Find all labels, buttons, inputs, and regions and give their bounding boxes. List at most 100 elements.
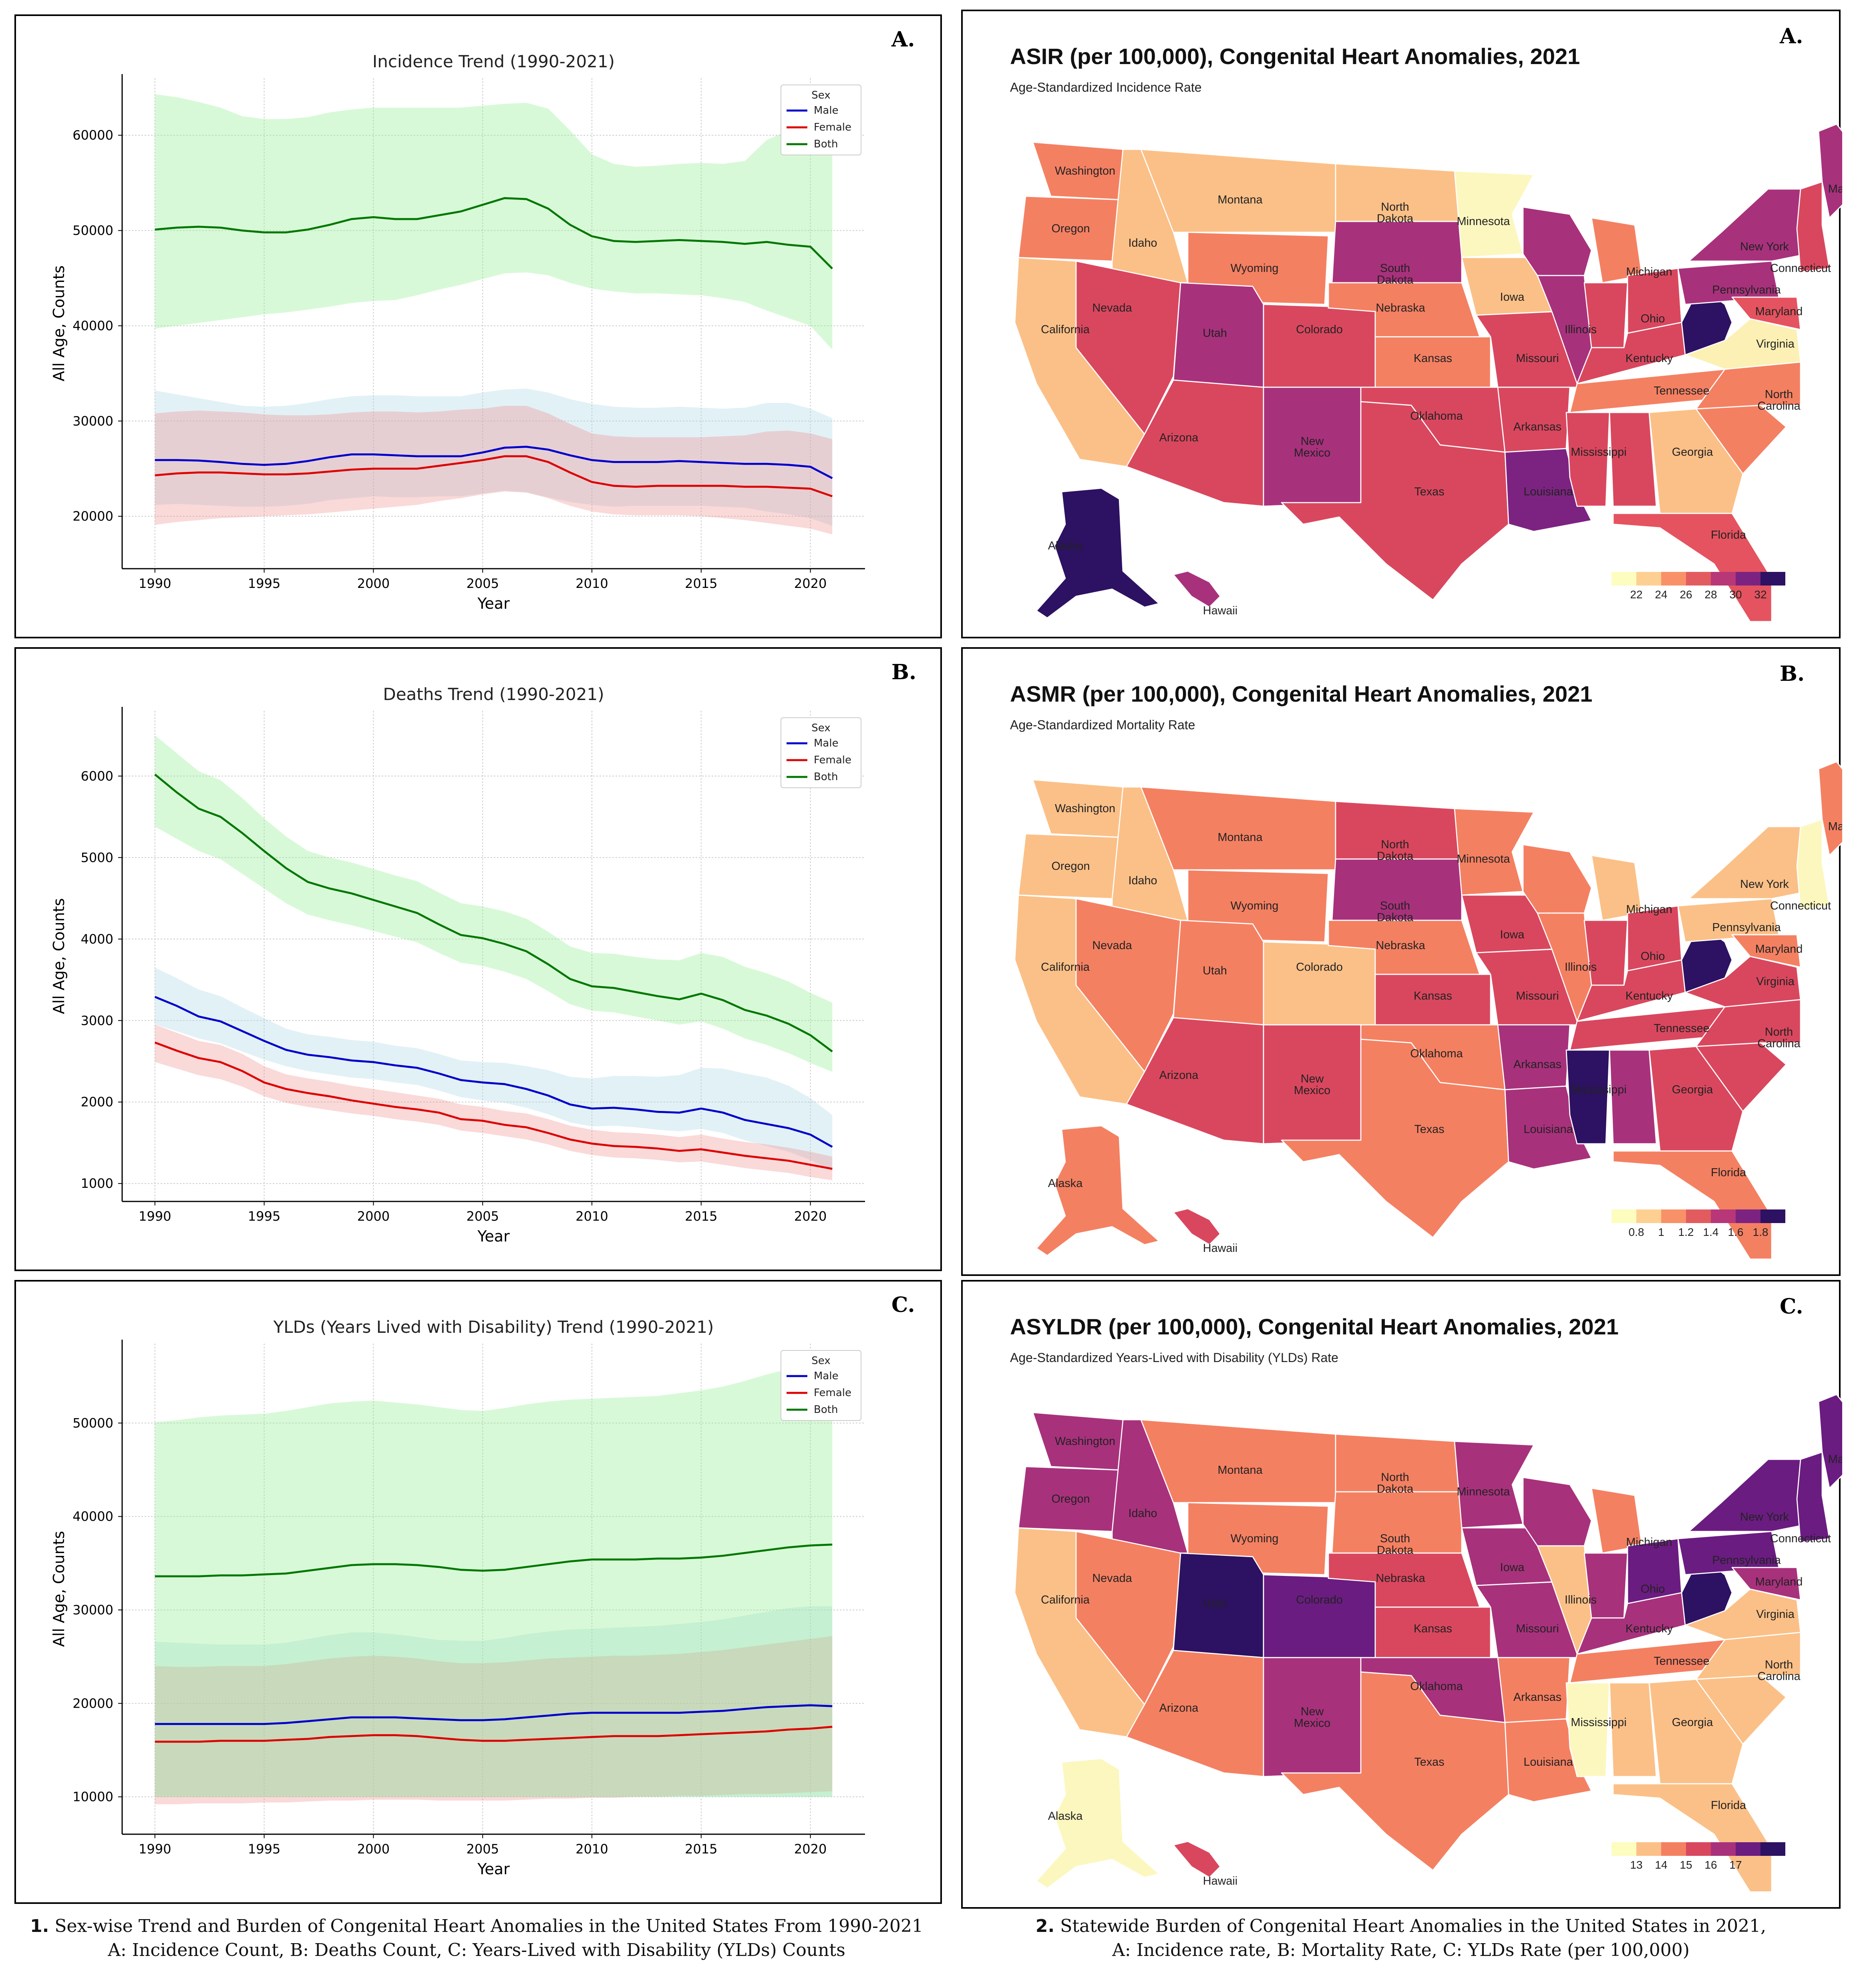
confidence-band-both [155,94,833,350]
state-label: Texas [1414,485,1444,498]
y-tick-label: 5000 [81,850,113,865]
state-label: Arkansas [1513,421,1561,433]
state-hawaii [1173,1841,1221,1878]
legend-label-both: Both [814,771,838,783]
state-label: Georgia [1672,1716,1713,1729]
scale-tick-label: 1.2 [1678,1226,1694,1238]
y-tick-label: 4000 [81,932,113,947]
y-tick-label: 2000 [81,1095,113,1110]
state-label: Virginia [1756,1608,1795,1621]
state-label: Hawaii [1203,1242,1237,1255]
state-label: California [1041,323,1090,336]
scale-swatch [1686,1842,1711,1856]
right-caption: 2. Statewide Burden of Congenital Heart … [961,1914,1841,1962]
state-florida [1612,1783,1773,1893]
state-nevada [1075,260,1181,435]
state-label-line: North [1765,388,1793,401]
panel-letter: C. [891,1293,915,1317]
state-label-line: Dakota [1377,212,1414,225]
map-panel-a: A. ASIR (per 100,000), Congenital Heart … [961,10,1842,638]
state-label: Illinois [1565,323,1597,336]
state-label: Texas [1414,1123,1444,1136]
state-label: Oklahoma [1410,410,1463,423]
state-label: Nebraska [1376,1572,1425,1585]
state-label: New York [1740,1511,1789,1523]
state-label-line: Dakota [1377,911,1414,924]
state-colorado [1263,941,1376,1026]
map-svg: Washington Oregon California Idaho Nevada Mon… [1014,1394,1842,1893]
scale-swatch [1612,1842,1636,1856]
state-label: Hawaii [1203,604,1237,617]
y-tick-label: 1000 [81,1176,113,1191]
scale-tick-label: 24 [1655,588,1667,601]
state-label-line: New [1301,1705,1324,1718]
x-tick-label: 2000 [357,1841,390,1857]
y-tick-label: 20000 [72,509,113,524]
state-label: Utah [1203,1597,1227,1610]
state-label: Florida [1711,529,1746,541]
us-map: Washington Oregon California Idaho Nevada Mon… [1014,1394,1842,1893]
state-label: New York [1740,240,1789,253]
legend-title: Sex [811,1355,830,1367]
state-label: California [1041,1594,1090,1606]
series-line-female [155,1726,833,1743]
state-label: Missouri [1516,990,1559,1002]
y-axis-label: All Age, Counts [50,1531,68,1647]
state-label: Maryland [1755,943,1803,956]
state-label-line: North [1381,201,1409,213]
us-map: Washington Oregon California Idaho Nevada Mon… [1014,123,1842,622]
state-label-line: Carolina [1757,1670,1801,1683]
panel-letter: C. [1780,1294,1803,1319]
map-subtitle: Age-Standardized Incidence Rate [1010,80,1202,95]
chart-panel-b: B. 1990 1995 2000 2005 2010 2015 2020 1000 2000 3… [14,647,942,1271]
state-wisconsin [1522,206,1592,276]
confidence-band-female [155,1024,833,1181]
scale-tick-label: 32 [1754,588,1766,601]
state-label: Pennsylvania [1712,921,1781,934]
state-colorado [1263,1574,1376,1658]
x-tick-label: 2000 [357,1209,390,1224]
x-tick-label: 2015 [685,576,717,591]
state-label: South Dakota [1377,262,1414,286]
state-maine [1818,123,1842,219]
state-label: Maryland [1755,305,1803,318]
state-label: Idaho [1128,874,1157,887]
state-label: Texas [1414,1756,1444,1769]
state-arkansas [1497,1657,1571,1723]
state-label: Alaska [1048,539,1083,552]
state-georgia [1648,1046,1744,1152]
state-label: Hawaii [1203,1875,1237,1887]
scale-tick-label: 14 [1655,1859,1667,1871]
state-label: Montana [1217,1464,1263,1477]
x-tick-label: 2015 [685,1841,717,1857]
panel-letter: B. [1780,662,1805,686]
scale-tick-label: 30 [1729,588,1742,601]
x-axis-label: Year [477,1227,510,1245]
state-label: Tennessee [1654,1022,1709,1035]
y-tick-label: 40000 [72,1509,113,1524]
map-title: ASIR (per 100,000), Congenital Heart Ano… [1010,44,1580,69]
state-label: Virginia [1756,975,1795,988]
y-tick-label: 3000 [81,1013,113,1028]
state-north-carolina [1695,999,1801,1047]
state-label: Colorado [1296,1594,1343,1606]
confidence-band-male [155,1606,833,1797]
state-label: Pennsylvania [1712,284,1781,296]
state-label: Mississippi [1571,1083,1626,1096]
state-label: Ohio [1641,312,1665,325]
state-label: Kansas [1414,990,1452,1002]
chart-svg: 1990 1995 2000 2005 2010 2015 2020 20000 30000 40… [50,52,865,612]
left-caption: 1. Sex-wise Trend and Burden of Congenit… [8,1914,945,1962]
state-label: Kentucky [1626,352,1673,365]
state-label-line: New [1301,1072,1324,1085]
state-label: North Dakota [1377,201,1414,225]
state-label: Idaho [1128,237,1157,250]
legend-box [781,1350,861,1421]
state-label: Minnesota [1457,215,1511,228]
map-panel-c: C. ASYLDR (per 100,000), Congenital Hear… [961,1280,1842,1909]
scale-tick-label: 17 [1729,1859,1742,1871]
map-svg: Washington Oregon California Idaho Nevada Mon… [1014,761,1842,1260]
state-label: New Mexico [1294,435,1330,459]
state-label-line: South [1380,1532,1410,1545]
legend-label-female: Female [814,754,851,766]
